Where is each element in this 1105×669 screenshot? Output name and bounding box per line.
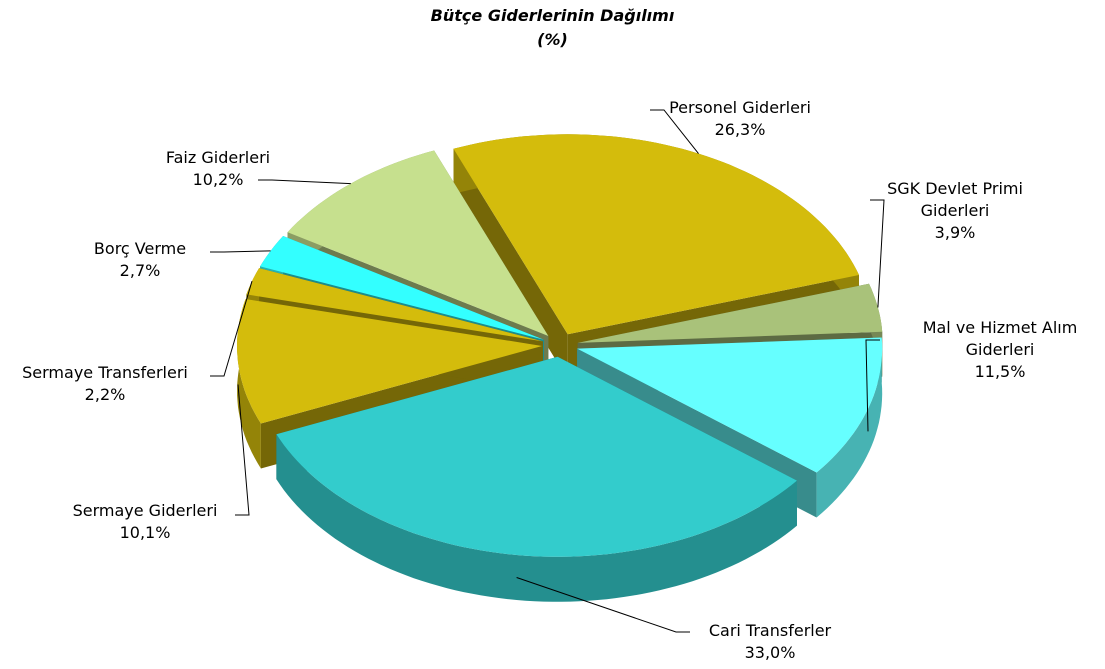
slice-label: Personel Giderleri 26,3% — [620, 97, 860, 141]
slice — [276, 356, 797, 557]
label-category: Borç Verme — [93, 239, 187, 258]
slice-label: Borç Verme 2,7% — [20, 238, 260, 282]
label-category: Faiz Giderleri — [165, 148, 271, 167]
label-category: Mal ve Hizmet Alım Giderleri — [922, 318, 1078, 359]
slice-label: SGK Devlet Primi Giderleri 3,9% — [880, 178, 1030, 244]
label-value: 26,3% — [714, 120, 766, 139]
chart-subtitle: (%) — [537, 30, 568, 49]
leader-line — [210, 250, 271, 253]
label-category: SGK Devlet Primi Giderleri — [887, 179, 1023, 220]
slice-side — [276, 434, 797, 602]
slice — [577, 337, 883, 473]
leader-line — [235, 384, 250, 516]
leader-line — [210, 280, 253, 377]
slice-label: Sermaye Transferleri 2,2% — [0, 362, 225, 406]
label-value: 2,2% — [84, 385, 126, 404]
slice — [237, 299, 543, 424]
slice-label: Sermaye Giderleri 10,1% — [25, 500, 265, 544]
label-category: Personel Giderleri — [669, 98, 811, 117]
slice — [287, 150, 549, 336]
leader-line — [870, 199, 885, 308]
slice-label: Cari Transferler 33,0% — [650, 620, 890, 664]
label-value: 10,2% — [192, 170, 244, 189]
label-category: Sermaye Giderleri — [72, 501, 218, 520]
slice-side — [816, 337, 883, 518]
label-value: 10,1% — [119, 523, 171, 542]
slice-label: Mal ve Hizmet Alım Giderleri 11,5% — [905, 317, 1095, 383]
label-category: Sermaye Transferleri — [22, 363, 188, 382]
slice-label: Faiz Giderleri 10,2% — [98, 147, 338, 191]
leader-line — [516, 577, 690, 633]
leader-line — [865, 339, 880, 432]
leader-line — [650, 109, 699, 154]
slice — [577, 283, 883, 343]
label-category: Cari Transferler — [708, 621, 832, 640]
label-value: 3,9% — [934, 223, 976, 242]
slice — [260, 236, 544, 340]
chart-title: Bütçe Giderlerinin Dağılımı — [430, 6, 675, 25]
label-value: 11,5% — [974, 362, 1026, 381]
label-value: 33,0% — [744, 643, 796, 662]
slice — [453, 134, 859, 335]
leader-line — [258, 179, 351, 185]
label-value: 2,7% — [119, 261, 161, 280]
slice — [246, 268, 543, 342]
